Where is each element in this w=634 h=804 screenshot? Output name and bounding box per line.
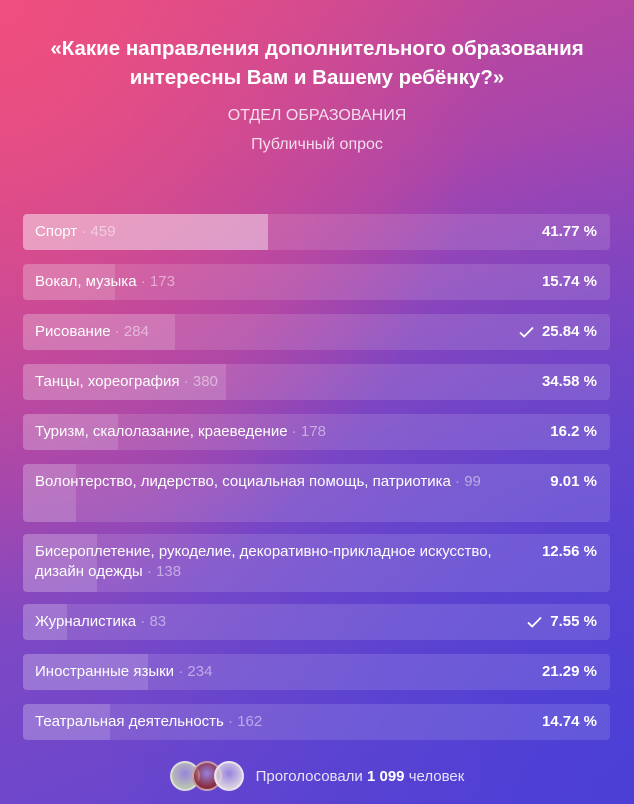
option-result-bar (23, 214, 269, 250)
option-label: Иностранные языки (35, 663, 175, 680)
option-result-bar (23, 364, 226, 400)
option-text: Театральная деятельность · 162 (35, 712, 495, 732)
option-label: Рисование (35, 323, 111, 340)
option-percent: 34.58 % (541, 373, 597, 390)
option-percent-wrap: 14.74 % (542, 712, 597, 732)
check-icon (519, 326, 534, 338)
option-percent: 41.77 % (541, 223, 597, 240)
option-percent: 15.74 % (541, 273, 597, 290)
option-text: Волонтерство, лидерство, социальная помо… (35, 472, 495, 492)
poll-option[interactable]: Танцы, хореография · 380 34.58 % (23, 364, 610, 400)
voted-count: 1 099 (366, 767, 405, 785)
option-count: · 380 (183, 373, 218, 390)
option-text: Вокал, музыка · 173 (35, 272, 495, 292)
option-percent-wrap: 41.77 % (542, 222, 597, 242)
option-percent: 12.56 % (541, 543, 597, 560)
option-percent-wrap: 7.55 % (527, 612, 597, 632)
option-percent-wrap: 21.29 % (542, 662, 597, 682)
option-count: · 83 (140, 613, 167, 630)
voted-suffix: человек (408, 767, 465, 785)
option-count: · 138 (146, 563, 182, 580)
option-text: Рисование · 284 (35, 322, 495, 342)
option-text: Танцы, хореография · 380 (35, 372, 495, 392)
option-label: Спорт (35, 223, 78, 240)
option-text: Спорт · 459 (35, 222, 495, 242)
option-text: Иностранные языки · 234 (35, 662, 495, 682)
poll-option[interactable]: Журналистика · 83 7.55 % (23, 604, 610, 640)
option-percent-wrap: 25.84 % (519, 322, 597, 342)
voter-avatars[interactable] (169, 761, 244, 791)
option-percent-wrap: 16.2 % (550, 422, 597, 442)
option-result-bar (23, 264, 116, 300)
option-count: · 234 (178, 663, 213, 680)
poll-option[interactable]: Бисероплетение, рукоделие, декоративно-п… (23, 534, 610, 592)
option-result-bar (23, 314, 175, 350)
option-text: Журналистика · 83 (35, 612, 495, 632)
poll-option[interactable]: Театральная деятельность · 162 14.74 % (23, 704, 610, 740)
option-count: · 99 (455, 473, 481, 490)
option-percent-wrap: 34.58 % (542, 372, 597, 392)
option-label: Журналистика (35, 613, 137, 630)
option-percent: 14.74 % (541, 713, 597, 730)
poll-option[interactable]: Иностранные языки · 234 21.29 % (23, 654, 610, 690)
option-label: Театральная деятельность (35, 713, 224, 730)
poll-option[interactable]: Волонтерство, лидерство, социальная помо… (23, 464, 610, 522)
avatar[interactable] (213, 761, 244, 791)
option-percent-wrap: 9.01 % (550, 472, 597, 492)
poll-option[interactable]: Спорт · 459 41.77 % (23, 214, 610, 250)
option-label: Туризм, скалолазание, краеведение (35, 423, 288, 440)
option-text: Туризм, скалолазание, краеведение · 178 (35, 422, 495, 442)
option-count: · 162 (228, 713, 263, 730)
option-count: · 173 (140, 273, 175, 290)
poll-option[interactable]: Вокал, музыка · 173 15.74 % (23, 264, 610, 300)
option-result-bar (23, 464, 76, 522)
check-icon (527, 616, 542, 628)
poll-footer: Проголосовали 1 099 человек (0, 761, 634, 791)
option-result-bar (23, 704, 110, 740)
option-label: Вокал, музыка (35, 273, 137, 290)
option-text: Бисероплетение, рукоделие, декоративно-п… (35, 542, 495, 582)
option-result-bar (23, 414, 119, 450)
option-count: · 178 (291, 423, 326, 440)
option-percent: 21.29 % (541, 663, 597, 680)
option-result-bar (23, 654, 148, 690)
option-count: · 459 (81, 223, 116, 240)
option-percent-wrap: 15.74 % (542, 272, 597, 292)
poll-author[interactable]: ОТДЕЛ ОБРАЗОВАНИЯ (227, 107, 407, 124)
option-percent: 25.84 % (541, 323, 597, 340)
option-percent: 7.55 % (550, 613, 597, 630)
option-percent: 9.01 % (550, 473, 597, 490)
option-count: · 284 (114, 323, 149, 340)
voted-prefix: Проголосовали (255, 767, 363, 785)
option-result-bar (23, 604, 68, 640)
option-label: Волонтерство, лидерство, социальная помо… (35, 473, 451, 490)
poll-option[interactable]: Туризм, скалолазание, краеведение · 178 1… (23, 414, 610, 450)
voted-summary[interactable]: Проголосовали 1 099 человек (256, 768, 465, 785)
poll-question: «Какие направления дополнительного образ… (50, 37, 584, 89)
option-percent: 16.2 % (550, 423, 597, 440)
option-percent-wrap: 12.56 % (542, 542, 597, 562)
poll-type: Публичный опрос (251, 136, 383, 153)
option-label: Танцы, хореография (35, 373, 180, 390)
option-label: Бисероплетение, рукоделие, декоративно-п… (35, 543, 492, 580)
option-result-bar (23, 534, 97, 592)
poll-option[interactable]: Рисование · 284 25.84 % (23, 314, 610, 350)
